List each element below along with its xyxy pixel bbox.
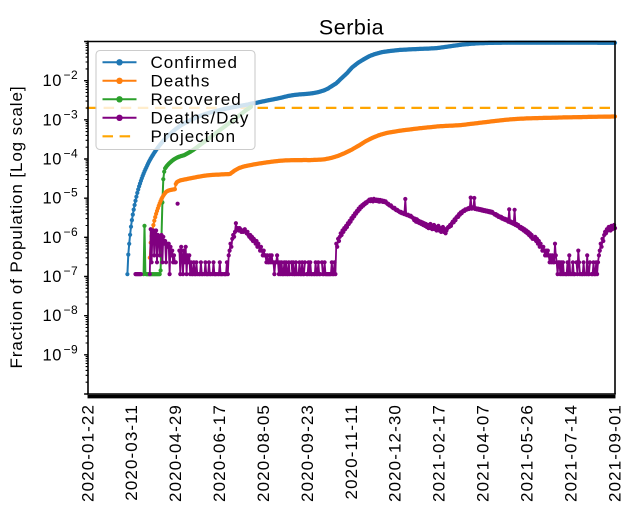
svg-text:Fraction of Population [Log sc: Fraction of Population [Log scale] [7, 86, 26, 369]
svg-text:2020-03-11: 2020-03-11 [122, 404, 141, 501]
svg-text:Deaths: Deaths [151, 72, 211, 91]
svg-text:Confirmed: Confirmed [151, 53, 238, 72]
svg-text:2020-12-30: 2020-12-30 [386, 404, 405, 502]
svg-text:2020-09-23: 2020-09-23 [298, 404, 317, 502]
svg-text:10: 10 [42, 229, 62, 247]
svg-text:Serbia: Serbia [319, 16, 384, 40]
svg-text:10: 10 [42, 111, 62, 129]
svg-text:10: 10 [42, 151, 62, 169]
svg-text:Deaths/Day: Deaths/Day [151, 109, 250, 128]
svg-text:2020-01-22: 2020-01-22 [78, 404, 97, 502]
svg-text:2020-06-17: 2020-06-17 [210, 404, 229, 502]
svg-text:2020-11-11: 2020-11-11 [342, 404, 361, 499]
svg-text:−3: −3 [64, 107, 79, 121]
svg-text:10: 10 [42, 268, 62, 286]
svg-text:−2: −2 [64, 68, 79, 82]
svg-text:Recovered: Recovered [151, 90, 242, 109]
svg-text:Projection: Projection [151, 127, 237, 146]
svg-text:10: 10 [42, 307, 62, 325]
svg-text:10: 10 [42, 72, 62, 90]
svg-text:2021-09-01: 2021-09-01 [605, 404, 624, 502]
svg-text:−7: −7 [64, 264, 79, 278]
svg-text:2021-02-17: 2021-02-17 [430, 404, 449, 502]
svg-text:2020-04-29: 2020-04-29 [166, 404, 185, 502]
svg-text:10: 10 [42, 190, 62, 208]
svg-text:2021-05-26: 2021-05-26 [518, 404, 537, 502]
svg-text:2021-04-07: 2021-04-07 [474, 404, 493, 502]
svg-text:−8: −8 [64, 303, 79, 317]
svg-text:−4: −4 [64, 147, 79, 161]
svg-text:10: 10 [42, 346, 62, 364]
svg-text:−5: −5 [64, 186, 79, 200]
svg-text:2021-07-14: 2021-07-14 [561, 404, 580, 502]
svg-text:−9: −9 [64, 342, 79, 356]
svg-text:2020-08-05: 2020-08-05 [254, 404, 273, 502]
svg-text:−6: −6 [64, 225, 79, 239]
